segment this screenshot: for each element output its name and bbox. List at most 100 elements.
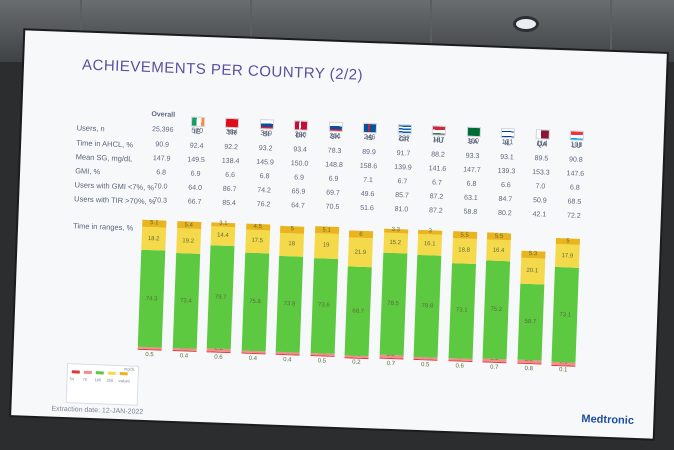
segment-label: 78.8: [421, 302, 434, 310]
segment-label: 75.8: [249, 298, 261, 306]
si-flag: [259, 119, 274, 130]
cell-gr-time-in-ahcl: 91.7: [396, 150, 411, 158]
cell-tr-users: 384: [225, 128, 238, 137]
cell-hu-tir-over-70: 87.2: [428, 207, 443, 215]
segment-label: 75.2: [490, 306, 503, 314]
row-label-users: Users, n: [76, 123, 105, 134]
segment-label: 0.8: [524, 365, 533, 373]
cell-sa-gmi-under-7: 63.1: [463, 194, 478, 203]
cell-sa-time-in-ahcl: 93.3: [465, 152, 480, 161]
segment-label: 16.1: [423, 241, 436, 248]
cell-ie-users: 570: [191, 127, 204, 135]
cell-is-users: 246: [363, 133, 376, 142]
legend-swatch-2: [83, 370, 92, 375]
cell-il-mean-sg: 139.3: [497, 167, 516, 176]
row-label-gmi: GMI, %: [74, 166, 101, 177]
cell-hu-users: 187: [432, 136, 445, 144]
cell-il-users: 131: [501, 138, 514, 147]
cell-sa-tir-over-70: 58.8: [463, 208, 478, 217]
segment-label: 6: [359, 231, 363, 238]
legend-label-4: 250: [106, 377, 114, 383]
cell-sk-gmi: 6.9: [328, 175, 339, 183]
sk-flag: [328, 121, 343, 133]
cell-overall-gmi: 6.8: [156, 169, 167, 177]
row-label-ahcl: Time in AHCL, %: [76, 138, 134, 150]
cell-sk-mean-sg: 148.8: [325, 161, 343, 170]
legend-label-3: 180: [94, 377, 102, 383]
cell-si-gmi: 6.8: [259, 173, 270, 181]
segment-label: 78.5: [387, 301, 399, 308]
cell-overall-time-in-ahcl: 90.9: [155, 141, 170, 149]
ceiling-seam: [250, 0, 252, 62]
cell-hu-gmi-under-7: 87.2: [429, 193, 444, 201]
segment-label: 0.5: [420, 362, 430, 369]
cell-tr-tir-over-70: 85.4: [222, 199, 237, 208]
sa-flag: [466, 126, 481, 138]
cell-gr-mean-sg: 139.9: [394, 163, 412, 172]
segment-label: 18: [288, 241, 296, 248]
segment-label: 5: [290, 226, 294, 233]
qa-flag: [535, 129, 550, 140]
cell-il-tir-over-70: 80.2: [497, 209, 512, 218]
segment-label: 3.3: [391, 227, 400, 234]
time-in-range-bars: 0.51.874.318.25.10.41.673.419.25.40.62.2…: [137, 210, 609, 373]
segment-label: 0.5: [145, 351, 154, 359]
segment-label: 5.5: [494, 233, 504, 240]
segment-label: 0.5: [317, 358, 327, 365]
ceiling-seam: [610, 0, 612, 62]
segment-label: 0.4: [283, 357, 292, 364]
segment-label: 5.1: [149, 220, 159, 227]
gr-flag: [397, 124, 412, 135]
cell-lu-gmi: 6.8: [569, 184, 580, 192]
cell-dk-users: 320: [294, 131, 307, 139]
hu-flag: [431, 125, 447, 136]
cell-lu-mean-sg: 147.6: [566, 170, 585, 178]
cell-qa-users: 114: [536, 140, 548, 148]
cell-dk-mean-sg: 150.0: [290, 160, 309, 168]
segment-label: 5.5: [460, 232, 469, 239]
segment-label: 3.1: [219, 220, 228, 227]
bar-tr: 0.62.279.714.43.1: [206, 220, 236, 361]
segment-label: 15.2: [389, 240, 402, 247]
cell-is-gmi: 7.1: [362, 176, 373, 185]
cell-sk-tir-over-70: 70.5: [325, 203, 340, 211]
segment-label: 16.4: [492, 247, 505, 254]
bar-gr: 0.72.278.515.23.3: [378, 227, 408, 367]
medtronic-logo: Medtronic: [581, 413, 635, 427]
cell-dk-gmi: 6.9: [294, 174, 305, 182]
segment-label: 0.7: [386, 360, 396, 368]
segment-label: 5.4: [184, 221, 194, 229]
column-header-overall: Overall: [151, 111, 176, 119]
ie-flag: [190, 116, 205, 127]
tr-flag: [224, 117, 240, 129]
cell-ie-mean-sg: 149.5: [187, 156, 206, 165]
cell-si-mean-sg: 145.9: [256, 158, 274, 167]
segment-label: 20.1: [526, 267, 539, 275]
ceiling-seam: [430, 0, 432, 62]
cell-tr-mean-sg: 138.4: [221, 157, 240, 166]
segment-label: 74.3: [145, 295, 158, 303]
legend-label-2: 70: [82, 376, 88, 382]
cell-dk-time-in-ahcl: 93.4: [293, 146, 308, 154]
cell-qa-gmi: 7.0: [535, 183, 546, 191]
cell-si-tir-over-70: 76.2: [256, 200, 271, 209]
cell-dk-tir-over-70: 64.7: [291, 202, 305, 210]
cell-ie-tir-over-70: 66.7: [187, 198, 202, 206]
cell-ie-gmi-under-7: 64.0: [188, 184, 203, 192]
cell-overall-tir-over-70: 70.3: [153, 197, 168, 205]
cell-gr-tir-over-70: 81.0: [394, 206, 409, 214]
cell-il-gmi: 6.6: [500, 181, 511, 190]
cell-gr-gmi-under-7: 85.7: [395, 192, 409, 200]
cell-il-gmi-under-7: 84.7: [498, 195, 513, 204]
segment-label: 18.8: [458, 247, 470, 255]
bar-lu: 0.11.973.117.95: [551, 235, 581, 373]
cell-hu-gmi: 6.7: [431, 179, 442, 187]
cell-is-gmi-under-7: 49.6: [360, 190, 375, 199]
segment-label: 17.9: [561, 252, 574, 260]
cell-sa-users: 160: [467, 137, 479, 146]
cell-is-mean-sg: 158.6: [359, 162, 378, 171]
is-flag: [362, 122, 378, 134]
legend-label-5: values: [118, 378, 131, 384]
cell-sk-gmi-under-7: 69.7: [326, 189, 340, 197]
